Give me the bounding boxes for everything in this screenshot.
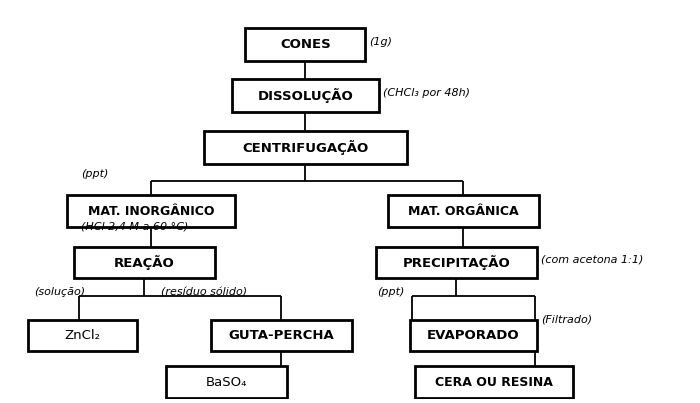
Text: (solução): (solução) [34, 287, 85, 297]
Text: DISSOLUÇÃO: DISSOLUÇÃO [258, 88, 354, 104]
FancyBboxPatch shape [28, 320, 136, 351]
FancyBboxPatch shape [376, 247, 537, 278]
Text: (resíduo sólido): (resíduo sólido) [161, 287, 248, 297]
Text: (com acetona 1:1): (com acetona 1:1) [540, 255, 643, 265]
Text: BaSO₄: BaSO₄ [206, 376, 247, 388]
Text: EVAPORADO: EVAPORADO [427, 329, 520, 342]
Text: REAÇÃO: REAÇÃO [114, 255, 174, 270]
Text: GUTA-PERCHA: GUTA-PERCHA [228, 329, 335, 342]
Text: CONES: CONES [280, 38, 331, 51]
Text: MAT. ORGÂNICA: MAT. ORGÂNICA [408, 205, 519, 218]
Text: (HCl 2,4 M a 60 °C): (HCl 2,4 M a 60 °C) [81, 222, 188, 231]
Text: (ppt): (ppt) [377, 287, 405, 297]
FancyBboxPatch shape [67, 195, 235, 227]
Text: ZnCl₂: ZnCl₂ [64, 329, 101, 342]
FancyBboxPatch shape [204, 131, 407, 164]
Text: (ppt): (ppt) [81, 169, 108, 179]
Text: (1g): (1g) [369, 37, 392, 47]
Text: CENTRIFUGAÇÃO: CENTRIFUGAÇÃO [242, 140, 368, 155]
FancyBboxPatch shape [415, 366, 573, 398]
Text: (CHCl₃ por 48h): (CHCl₃ por 48h) [383, 89, 470, 98]
FancyBboxPatch shape [388, 195, 539, 227]
FancyBboxPatch shape [410, 320, 537, 351]
Text: PRECIPITAÇÃO: PRECIPITAÇÃO [402, 255, 510, 270]
FancyBboxPatch shape [246, 28, 365, 61]
FancyBboxPatch shape [74, 247, 214, 278]
Text: MAT. INORGÂNICO: MAT. INORGÂNICO [88, 205, 214, 218]
Text: CERA OU RESINA: CERA OU RESINA [435, 376, 553, 388]
FancyBboxPatch shape [232, 79, 379, 112]
FancyBboxPatch shape [211, 320, 351, 351]
FancyBboxPatch shape [167, 366, 286, 398]
Text: (Filtrado): (Filtrado) [540, 314, 592, 324]
